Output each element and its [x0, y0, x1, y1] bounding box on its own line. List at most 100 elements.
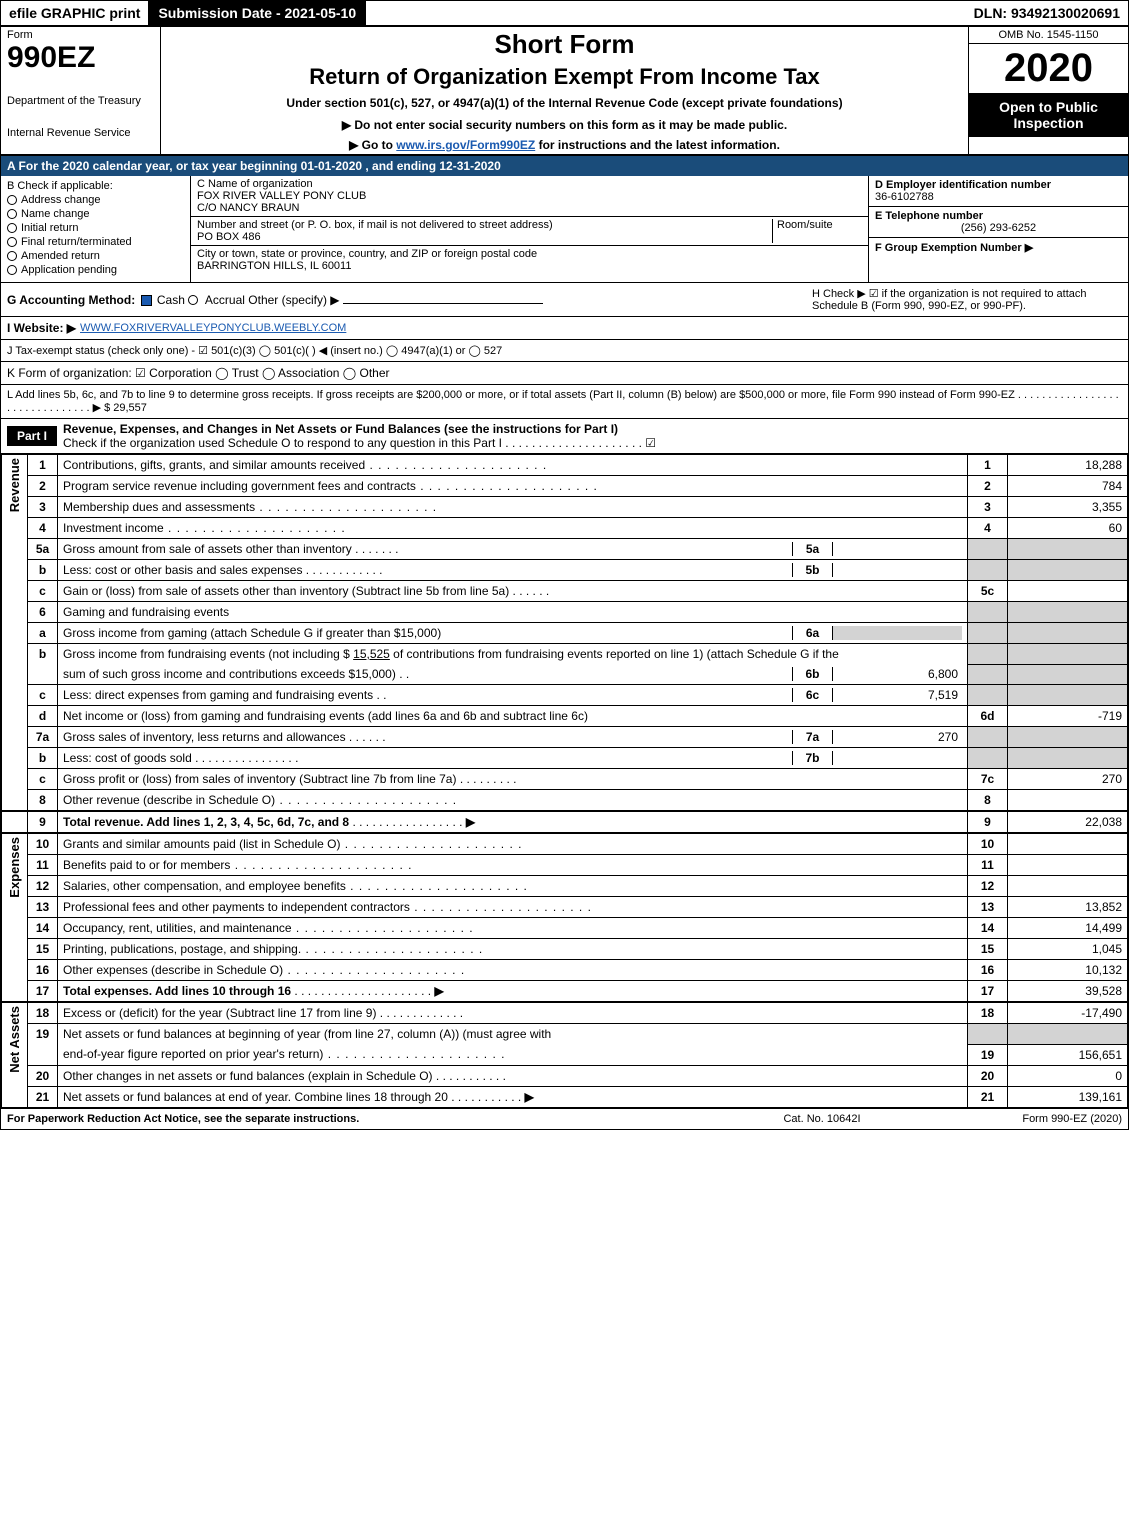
l12-n: 12	[28, 876, 58, 897]
short-form-title: Short Form	[167, 29, 962, 60]
chk-final-return[interactable]: Final return/terminated	[7, 236, 184, 248]
l12-d: Salaries, other compensation, and employ…	[63, 879, 346, 893]
row-a-tax-year: A For the 2020 calendar year, or tax yea…	[1, 156, 1128, 176]
l9-v: 22,038	[1008, 811, 1128, 833]
l13-d: Professional fees and other payments to …	[63, 900, 410, 914]
c-name-label: C Name of organization	[197, 178, 862, 190]
g-label: G Accounting Method:	[7, 293, 135, 307]
header-left: Form 990EZ Department of the Treasury In…	[1, 27, 161, 154]
l11-rn: 11	[968, 855, 1008, 876]
c-co: C/O NANCY BRAUN	[197, 202, 862, 214]
c-room-label: Room/suite	[777, 219, 862, 231]
l18-v: -17,490	[1008, 1002, 1128, 1024]
form-number: 990EZ	[7, 41, 154, 75]
l7a-n: 7a	[28, 727, 58, 748]
l10-v	[1008, 833, 1128, 855]
l11-v	[1008, 855, 1128, 876]
l6-d: Gaming and fundraising events	[58, 602, 968, 623]
sub3-pre: ▶ Go to	[349, 138, 396, 152]
row-k: K Form of organization: ☑ Corporation ◯ …	[1, 362, 1128, 385]
g-accrual-radio[interactable]	[188, 295, 198, 305]
irs-link[interactable]: www.irs.gov/Form990EZ	[396, 138, 535, 152]
l17-v: 39,528	[1008, 981, 1128, 1003]
g-accrual: Accrual	[205, 293, 245, 307]
l4-rn: 4	[968, 518, 1008, 539]
l16-n: 16	[28, 960, 58, 981]
g-cash-check[interactable]	[141, 295, 152, 306]
netassets-label: Net Assets	[7, 1006, 22, 1073]
d-ein: 36-6102788	[875, 191, 1122, 203]
l1-d: Contributions, gifts, grants, and simila…	[63, 458, 365, 472]
g-other: Other (specify) ▶	[248, 293, 339, 307]
l2-v: 784	[1008, 476, 1128, 497]
l7b-n: b	[28, 748, 58, 769]
l5a-d: Gross amount from sale of assets other t…	[63, 542, 352, 556]
top-bar: efile GRAPHIC print Submission Date - 20…	[1, 1, 1128, 27]
l7c-v: 270	[1008, 769, 1128, 790]
l11-d: Benefits paid to or for members	[63, 858, 230, 872]
e-label: E Telephone number	[875, 210, 1122, 222]
l5c-rn: 5c	[968, 581, 1008, 602]
subtitle-3: ▶ Go to www.irs.gov/Form990EZ for instru…	[167, 138, 962, 152]
section-def: D Employer identification number 36-6102…	[868, 176, 1128, 282]
form-header: Form 990EZ Department of the Treasury In…	[1, 27, 1128, 156]
treasury: Department of the Treasury	[7, 95, 154, 107]
l12-rn: 12	[968, 876, 1008, 897]
part-1-header: Part I Revenue, Expenses, and Changes in…	[1, 419, 1128, 454]
l1-rn: 1	[968, 455, 1008, 476]
d-label: D Employer identification number	[875, 179, 1122, 191]
l6c-sv: 7,519	[832, 688, 962, 702]
l19-n: 19	[28, 1024, 58, 1066]
l5b-n: b	[28, 560, 58, 581]
paperwork-notice: For Paperwork Reduction Act Notice, see …	[7, 1113, 722, 1125]
sub3-post: for instructions and the latest informat…	[535, 138, 780, 152]
part-1-check: Check if the organization used Schedule …	[63, 436, 1128, 450]
website-link[interactable]: WWW.FOXRIVERVALLEYPONYCLUB.WEEBLY.COM	[80, 322, 346, 334]
l9-d: Total revenue. Add lines 1, 2, 3, 4, 5c,…	[63, 815, 349, 829]
l13-n: 13	[28, 897, 58, 918]
l17-d: Total expenses. Add lines 10 through 16	[63, 984, 291, 998]
l18-n: 18	[28, 1002, 58, 1024]
section-c: C Name of organization FOX RIVER VALLEY …	[191, 176, 868, 282]
chk-address-change[interactable]: Address change	[7, 194, 184, 206]
l16-v: 10,132	[1008, 960, 1128, 981]
l9-n: 9	[28, 811, 58, 833]
l15-d: Printing, publications, postage, and shi…	[63, 942, 301, 956]
row-i: I Website: ▶ WWW.FOXRIVERVALLEYPONYCLUB.…	[1, 317, 1128, 340]
l7b-sv	[832, 751, 962, 765]
l1-v: 18,288	[1008, 455, 1128, 476]
chk-name-change[interactable]: Name change	[7, 208, 184, 220]
l3-n: 3	[28, 497, 58, 518]
row-l: L Add lines 5b, 6c, and 7b to line 9 to …	[1, 385, 1128, 419]
l10-d: Grants and similar amounts paid (list in…	[63, 837, 340, 851]
l14-n: 14	[28, 918, 58, 939]
l8-d: Other revenue (describe in Schedule O)	[63, 793, 275, 807]
l15-rn: 15	[968, 939, 1008, 960]
l5a-sn: 5a	[792, 542, 832, 556]
part-1-title: Revenue, Expenses, and Changes in Net As…	[63, 422, 1128, 436]
l10-rn: 10	[968, 833, 1008, 855]
l4-v: 60	[1008, 518, 1128, 539]
tax-year: 2020	[969, 44, 1128, 93]
c-name: FOX RIVER VALLEY PONY CLUB	[197, 190, 862, 202]
l7a-sn: 7a	[792, 730, 832, 744]
chk-initial-return[interactable]: Initial return	[7, 222, 184, 234]
chk-application-pending[interactable]: Application pending	[7, 264, 184, 276]
header-mid: Short Form Return of Organization Exempt…	[161, 27, 968, 154]
l6c-sn: 6c	[792, 688, 832, 702]
l5b-sn: 5b	[792, 563, 832, 577]
submission-date: Submission Date - 2021-05-10	[148, 1, 366, 25]
l20-v: 0	[1008, 1065, 1128, 1086]
l5b-sv	[832, 563, 962, 577]
l15-v: 1,045	[1008, 939, 1128, 960]
l19-v: 156,651	[1008, 1044, 1128, 1065]
l16-d: Other expenses (describe in Schedule O)	[63, 963, 283, 977]
chk-amended[interactable]: Amended return	[7, 250, 184, 262]
l19-rn: 19	[968, 1044, 1008, 1065]
omb: OMB No. 1545-1150	[969, 27, 1128, 44]
l7c-rn: 7c	[968, 769, 1008, 790]
l2-n: 2	[28, 476, 58, 497]
l6b-n: b	[28, 644, 58, 685]
main-table: Revenue 1 Contributions, gifts, grants, …	[1, 454, 1128, 1108]
row-g-h: G Accounting Method: Cash Accrual Other …	[1, 283, 1128, 317]
